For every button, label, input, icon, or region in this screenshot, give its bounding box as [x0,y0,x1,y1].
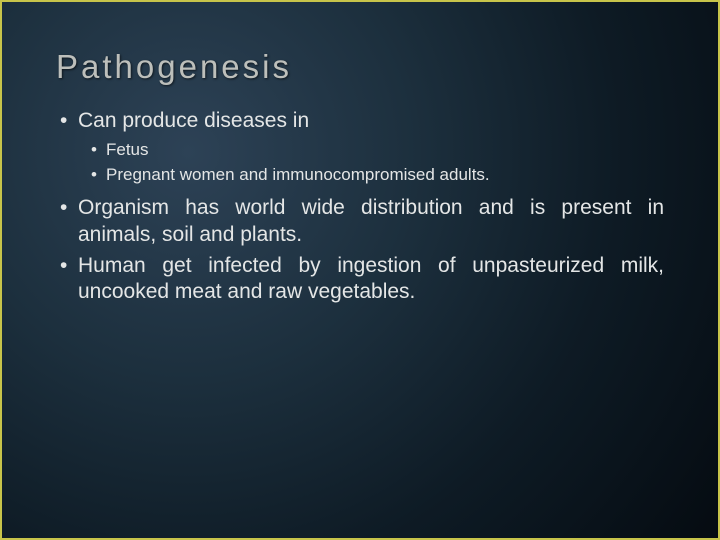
slide-container: Pathogenesis Can produce diseases in Fet… [0,0,720,540]
sub-bullet-item: Pregnant women and immunocompromised adu… [106,164,664,187]
bullet-item: Can produce diseases in Fetus Pregnant w… [78,108,664,187]
bullet-text: Organism has world wide distribution and… [78,196,664,246]
sub-bullet-text: Pregnant women and immunocompromised adu… [106,165,490,184]
sub-bullet-text: Fetus [106,140,149,159]
bullet-item: Human get infected by ingestion of unpas… [78,253,664,307]
bullet-list-level1: Can produce diseases in Fetus Pregnant w… [56,108,664,306]
sub-bullet-item: Fetus [106,139,664,162]
slide-title: Pathogenesis [56,48,664,86]
bullet-list-level2: Fetus Pregnant women and immunocompromis… [78,139,664,187]
bullet-text: Can produce diseases in [78,109,309,132]
bullet-text: Human get infected by ingestion of unpas… [78,254,664,304]
bullet-item: Organism has world wide distribution and… [78,195,664,249]
